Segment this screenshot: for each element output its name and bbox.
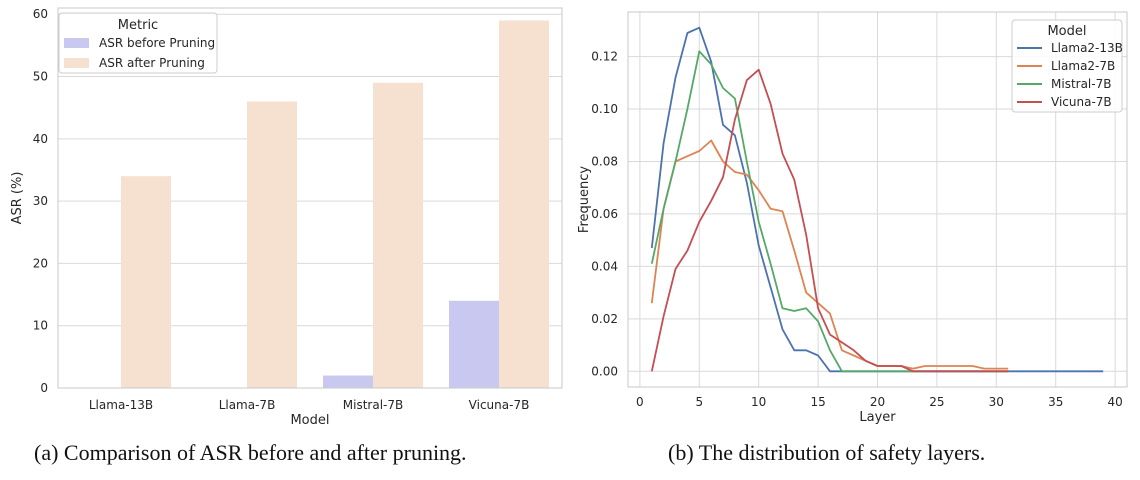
y-tick-label: 0.12 [591, 50, 618, 64]
x-axis-label: Model [290, 413, 329, 428]
legend-frame [1011, 19, 1123, 113]
legend-b: Model Llama2-13B Llama2-7B Mistral-7B Vicuna… [1011, 19, 1123, 113]
legend-title: Metric [118, 18, 158, 33]
y-axis-label: Frequency [577, 166, 592, 233]
bar-mistral-7b-asr-after-pruning [373, 82, 423, 389]
line-llama2-7b [650, 139, 1009, 370]
y-tick-label: 60 [33, 7, 48, 21]
y-tick-label: 20 [33, 256, 48, 270]
x-tick-label: 5 [695, 395, 703, 409]
x-tick-label: 30 [989, 395, 1004, 409]
legend-title: Model [1047, 24, 1086, 39]
legend-label: Llama2-7B [1051, 59, 1115, 73]
legend-label: ASR before Pruning [99, 36, 215, 50]
x-tick-label: 25 [929, 395, 944, 409]
x-tick-label: Vicuna-7B [469, 398, 530, 412]
y-tick-label: 40 [33, 132, 48, 146]
y-tick-label: 0.08 [591, 154, 618, 168]
x-tick-label: Mistral-7B [343, 398, 403, 412]
legend-frame [58, 12, 218, 74]
y-tick-label: 10 [33, 319, 48, 333]
line-vicuna-7b [650, 68, 1009, 373]
y-tick-label: 0.04 [591, 259, 618, 273]
y-tick-label: 50 [33, 70, 48, 84]
x-tick-label: 20 [870, 395, 885, 409]
bar-vicuna-7b-asr-after-pruning [499, 20, 549, 389]
plot-frame-b [627, 11, 1128, 388]
legend-swatch-asr-after-pruning [64, 58, 89, 68]
y-axis-label: ASR (%) [10, 172, 25, 225]
line-chart-safety-layers: 0 5 10 15 20 25 30 35 40 0.00 0.02 0.04 0.06 0.08 0.10… [577, 11, 1128, 425]
y-tick-label: 0.10 [591, 102, 618, 116]
legend-label: Llama2-13B [1051, 41, 1123, 55]
legend-label: ASR after Pruning [99, 56, 205, 70]
legend-swatch-asr-before-pruning [64, 38, 89, 48]
x-tick-label: Llama-13B [89, 398, 153, 412]
y-tick-label: 0 [40, 381, 48, 395]
x-axis-label: Layer [859, 410, 896, 425]
legend-label: Vicuna-7B [1051, 95, 1112, 109]
plot-frame-a [57, 7, 563, 389]
x-tick-label: 10 [751, 395, 766, 409]
legend-a: Metric ASR before Pruning ASR after Prunin… [58, 12, 218, 74]
bar-chart-asr: 0 10 20 30 40 50 60 Llama-13B Llama-7B Mistral-7B… [10, 7, 563, 428]
bar-vicuna-7b-asr-before-pruning [449, 300, 499, 388]
y-tick-label: 0.00 [591, 364, 618, 378]
y-tick-label: 0.06 [591, 207, 618, 221]
bar-llama-13b-asr-after-pruning [121, 176, 171, 388]
legend-label: Mistral-7B [1051, 77, 1111, 91]
bar-mistral-7b-asr-before-pruning [323, 375, 373, 388]
caption-a: (a) Comparison of ASR before and after p… [34, 440, 467, 465]
x-tick-label: 15 [810, 395, 825, 409]
y-tick-label: 30 [33, 194, 48, 208]
x-tick-label: 0 [636, 395, 644, 409]
caption-b: (b) The distribution of safety layers. [668, 440, 986, 465]
y-tick-label: 0.02 [591, 312, 618, 326]
x-tick-label: 35 [1048, 395, 1063, 409]
x-tick-label: 40 [1107, 395, 1122, 409]
bar-llama-7b-asr-after-pruning [247, 101, 297, 388]
x-tick-label: Llama-7B [219, 398, 276, 412]
